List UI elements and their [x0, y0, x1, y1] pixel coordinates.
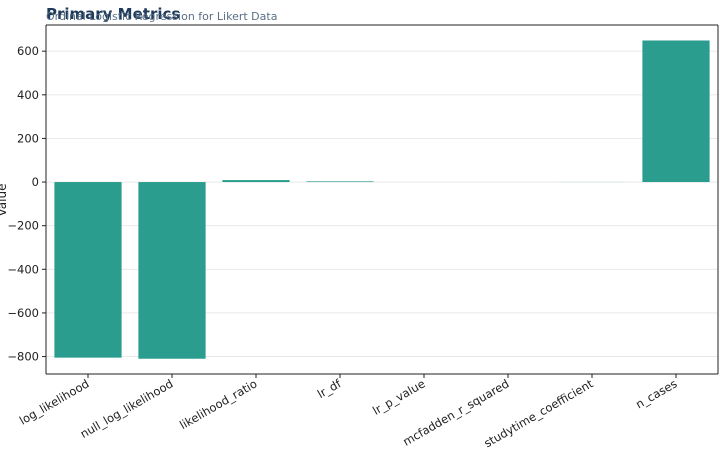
- y-tick-label: −200: [7, 219, 39, 233]
- y-tick-label: 0: [32, 175, 39, 189]
- y-tick-label: 600: [17, 44, 39, 58]
- x-tick-label: lr_df: [315, 376, 344, 401]
- bar-log-likelihood: [54, 182, 122, 358]
- y-ticks: 600 400 200 0 −200 −400 −600 −800: [7, 44, 46, 364]
- y-tick-label: −400: [7, 262, 39, 276]
- bar-null-log-likelihood: [138, 182, 206, 359]
- chart-subtitle: Ordinal Logistic Regression for Likert D…: [46, 10, 277, 23]
- axes: [45, 24, 719, 375]
- y-tick-label: −800: [7, 350, 39, 364]
- x-tick-label: likelihood_ratio: [177, 376, 259, 432]
- chart-title: Primary Metrics: [46, 5, 180, 23]
- bars: [54, 40, 710, 359]
- y-axis-label: Value: [0, 184, 9, 217]
- bar-n-cases: [642, 40, 710, 183]
- bar-lr-df: [306, 181, 374, 183]
- x-tick-label: null_log_likelihood: [78, 376, 176, 441]
- x-tick-label: lr_p_value: [370, 376, 427, 417]
- bar-likelihood-ratio: [222, 180, 290, 183]
- y-tick-label: −600: [7, 306, 39, 320]
- x-tick-label: n_cases: [633, 376, 679, 411]
- y-tick-label: 200: [17, 131, 39, 145]
- y-tick-label: 400: [17, 88, 39, 102]
- x-tick-label: log_likelihood: [17, 376, 92, 427]
